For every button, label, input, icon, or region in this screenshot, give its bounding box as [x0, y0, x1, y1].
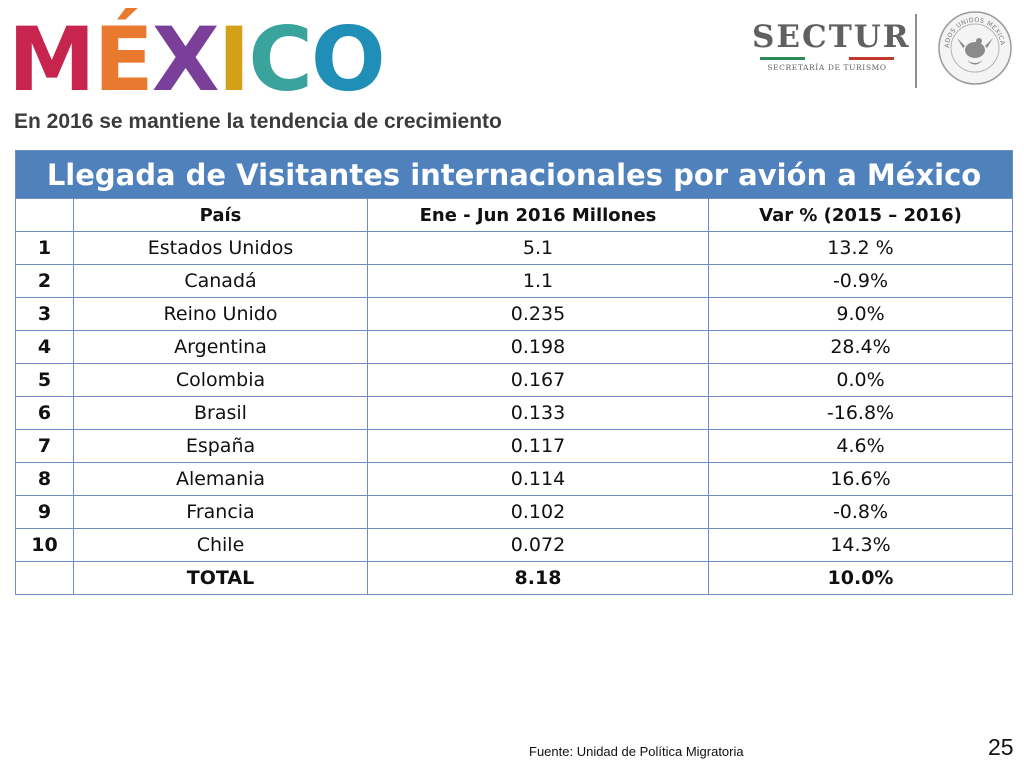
visitor-arrivals-table: Llegada de Visitantes internacionales po… — [14, 150, 1014, 595]
cell-rank: 5 — [15, 363, 74, 397]
table-row: 7 España 0.117 4.6% — [15, 429, 1014, 463]
cell-country: Reino Unido — [73, 297, 368, 331]
cell-rank: 4 — [15, 330, 74, 364]
cell-value: 0.072 — [367, 528, 709, 562]
cell-country: Argentina — [73, 330, 368, 364]
table-header-row: País Ene - Jun 2016 Millones Var % (2015… — [15, 198, 1014, 232]
total-value: 8.18 — [367, 561, 709, 595]
table-row: 8 Alemania 0.114 16.6% — [15, 462, 1014, 496]
table-title-row: Llegada de Visitantes internacionales po… — [14, 150, 1014, 199]
cell-country: Chile — [73, 528, 368, 562]
cell-variation: 9.0% — [707, 297, 1014, 331]
table-row: 10 Chile 0.072 14.3% — [15, 528, 1014, 562]
table-row: 6 Brasil 0.133 -16.8% — [15, 396, 1014, 430]
cell-value: 1.1 — [367, 264, 709, 298]
cell-variation: 14.3% — [707, 528, 1014, 562]
table-body: 1 Estados Unidos 5.1 13.2 % 2 Canadá 1.1 -0.9% 3… — [15, 231, 1014, 562]
sectur-flag-stripes — [760, 57, 895, 60]
table-row: 2 Canadá 1.1 -0.9% — [15, 264, 1014, 298]
cell-variation: 0.0% — [707, 363, 1014, 397]
header-value: Ene - Jun 2016 Millones — [367, 198, 709, 232]
logo-letter-m: M — [8, 8, 96, 111]
cell-country: Colombia — [73, 363, 368, 397]
cell-variation: 4.6% — [707, 429, 1014, 463]
national-seal-icon: ESTADOS UNIDOS MEXICANOS — [937, 10, 1012, 85]
page-number: 25 — [988, 734, 1014, 760]
sectur-logo: SECTUR SECRETARÍA DE TURISMO — [752, 19, 911, 80]
cell-rank: 9 — [15, 495, 74, 529]
logo-letter-c: C — [248, 8, 313, 111]
cell-variation: -0.8% — [707, 495, 1014, 529]
cell-value: 0.102 — [367, 495, 709, 529]
cell-rank: 2 — [15, 264, 74, 298]
header-variation: Var % (2015 – 2016) — [707, 198, 1014, 232]
cell-rank: 8 — [15, 462, 74, 496]
cell-value: 0.198 — [367, 330, 709, 364]
cell-value: 5.1 — [367, 231, 709, 265]
total-rank-cell — [15, 561, 74, 595]
table-row: 3 Reino Unido 0.235 9.0% — [15, 297, 1014, 331]
stripe-red — [849, 57, 895, 60]
cell-country: Alemania — [73, 462, 368, 496]
header-rank — [15, 198, 74, 232]
table-row: 4 Argentina 0.198 28.4% — [15, 330, 1014, 364]
stripe-green — [760, 57, 805, 60]
cell-variation: -0.9% — [707, 264, 1014, 298]
slide-subtitle: En 2016 se mantiene la tendencia de crec… — [14, 110, 502, 133]
cell-variation: -16.8% — [707, 396, 1014, 430]
table-title: Llegada de Visitantes internacionales po… — [14, 150, 1014, 199]
total-label: TOTAL — [73, 561, 368, 595]
cell-country: España — [73, 429, 368, 463]
cell-value: 0.235 — [367, 297, 709, 331]
header-country: País — [73, 198, 368, 232]
mexico-brand-logo: M É X I C O — [8, 8, 386, 111]
sectur-subtitle: SECRETARÍA DE TURISMO — [767, 63, 887, 72]
logo-letter-x: X — [151, 8, 220, 111]
sectur-wordmark: SECTUR — [752, 19, 911, 55]
cell-rank: 7 — [15, 429, 74, 463]
cell-value: 0.167 — [367, 363, 709, 397]
total-variation: 10.0% — [707, 561, 1014, 595]
stripe-white — [804, 57, 850, 60]
cell-variation: 13.2 % — [707, 231, 1014, 265]
cell-country: Canadá — [73, 264, 368, 298]
source-note: Fuente: Unidad de Política Migratoria — [529, 744, 744, 759]
total-row: TOTAL 8.18 10.0% — [15, 561, 1014, 595]
cell-rank: 6 — [15, 396, 74, 430]
cell-variation: 28.4% — [707, 330, 1014, 364]
cell-rank: 1 — [15, 231, 74, 265]
cell-rank: 3 — [15, 297, 74, 331]
cell-value: 0.117 — [367, 429, 709, 463]
eagle-emblem — [957, 38, 993, 65]
cell-country: Francia — [73, 495, 368, 529]
cell-variation: 16.6% — [707, 462, 1014, 496]
cell-country: Brasil — [73, 396, 368, 430]
logo-divider — [915, 14, 917, 88]
logo-letter-i: I — [217, 8, 251, 111]
cell-value: 0.114 — [367, 462, 709, 496]
table-row: 5 Colombia 0.167 0.0% — [15, 363, 1014, 397]
cell-value: 0.133 — [367, 396, 709, 430]
logo-letter-e: É — [93, 8, 154, 111]
logo-letter-o: O — [310, 8, 386, 111]
table-row: 9 Francia 0.102 -0.8% — [15, 495, 1014, 529]
cell-country: Estados Unidos — [73, 231, 368, 265]
cell-rank: 10 — [15, 528, 74, 562]
table-row: 1 Estados Unidos 5.1 13.2 % — [15, 231, 1014, 265]
